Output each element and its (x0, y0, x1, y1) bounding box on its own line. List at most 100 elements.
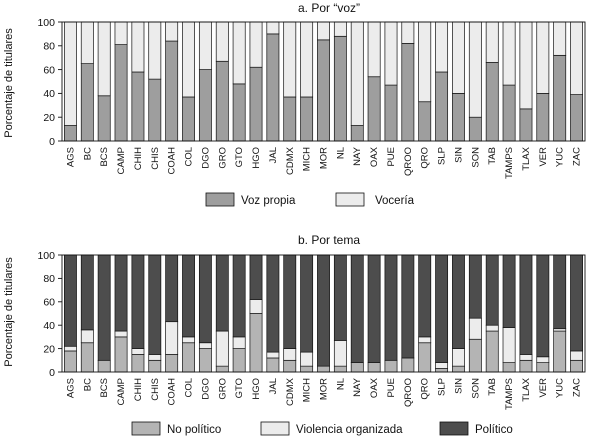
bar-a-oax-s0 (367, 76, 381, 142)
category-label: SON (470, 378, 481, 399)
category-label: QROO (403, 147, 414, 176)
category-label: NAY (352, 146, 363, 165)
bar-a-mor-s0 (317, 39, 330, 142)
bar-b-bc-s0 (80, 342, 94, 373)
bar-a-zac-s1 (570, 21, 583, 95)
bar-a-nay-s0 (350, 125, 364, 142)
bar-b-coah-s0 (165, 354, 179, 373)
bar-b-dgo-s2 (198, 254, 212, 344)
category-label: HGO (251, 378, 262, 400)
bar-b-oax-s2 (367, 254, 381, 363)
bar-a-gro-s0 (215, 60, 229, 142)
bar-b-qro-s0 (418, 342, 432, 373)
bar-a-bcs-s0 (97, 95, 111, 142)
bar-a-tlax-s1 (519, 21, 533, 110)
chart-a-title: a. Por “voz” (298, 1, 360, 15)
y-tick-label: 0 (49, 367, 55, 379)
bar-a-tlax-s0 (519, 108, 533, 142)
category-label: CHIS (150, 147, 161, 170)
category-label: YUC (555, 378, 566, 398)
bar-a-camp-s0 (114, 44, 128, 142)
category-label: COAH (167, 378, 178, 406)
bar-b-ags-s1 (64, 345, 77, 352)
bar-b-mor-s2 (317, 254, 330, 367)
bar-b-tlax-s1 (519, 354, 533, 361)
bar-b-jal-s2 (266, 254, 280, 353)
bar-a-ags-s1 (64, 21, 77, 126)
bar-a-coah-s1 (165, 21, 179, 42)
legend-label: Voz propia (241, 195, 296, 207)
bar-a-son-s1 (468, 21, 482, 118)
bar-b-chis-s1 (148, 354, 162, 361)
y-tick-label: 40 (43, 320, 55, 332)
bar-b-ver-s2 (536, 254, 550, 358)
bar-b-dgo-s1 (198, 342, 212, 349)
category-label: OAX (369, 377, 380, 398)
plot-frame (61, 21, 586, 142)
bar-b-ags-s2 (64, 254, 77, 347)
bar-b-tlax-s0 (519, 359, 533, 373)
bar-a-qroo-s0 (401, 43, 415, 142)
y-tick-label: 60 (43, 64, 55, 76)
bar-b-slp-s0 (435, 368, 449, 373)
bar-b-ags-s0 (64, 350, 77, 373)
category-label: VER (538, 147, 549, 167)
category-label: GTO (234, 378, 245, 398)
bar-b-camp-s2 (114, 254, 128, 332)
bar-b-yuc-s0 (553, 330, 567, 373)
category-label: YUC (555, 147, 566, 167)
bar-b-cdmx-s1 (283, 348, 297, 361)
category-label: TAMPS (504, 147, 515, 179)
bar-b-sin-s1 (452, 348, 465, 367)
bar-b-bcs-s0 (97, 359, 111, 373)
bar-a-qro-s1 (418, 21, 432, 103)
category-label: ZAC (572, 147, 583, 166)
bar-a-zac-s0 (570, 94, 583, 142)
bar-b-son-s0 (468, 338, 482, 373)
category-label: CDMX (285, 377, 296, 406)
category-label: SLP (437, 378, 448, 396)
bar-b-gro-s0 (215, 365, 229, 373)
bar-b-mich-s2 (300, 254, 314, 353)
bar-b-gro-s2 (215, 254, 229, 332)
bar-a-pue-s1 (384, 21, 398, 86)
bar-a-jal-s1 (266, 21, 280, 35)
bar-b-chih-s0 (131, 354, 145, 373)
bar-b-ver-s0 (536, 362, 550, 373)
y-tick-label: 100 (37, 250, 55, 262)
category-label: CAMP (116, 378, 127, 405)
category-label: BC (82, 147, 93, 160)
bar-a-slp-s1 (435, 21, 449, 73)
bar-a-pue-s0 (384, 84, 398, 142)
bar-a-camp-s1 (114, 21, 128, 45)
category-label: NL (335, 147, 346, 159)
bar-a-mich-s1 (300, 21, 314, 98)
bar-a-tab-s0 (485, 62, 499, 142)
bar-b-tamps-s2 (502, 254, 516, 328)
bar-b-sin-s2 (452, 254, 465, 349)
bar-b-tamps-s1 (502, 327, 516, 363)
bar-b-jal-s1 (266, 351, 280, 359)
bar-b-jal-s0 (266, 357, 280, 373)
bar-a-mor-s1 (317, 21, 330, 41)
bar-a-gto-s1 (232, 21, 246, 85)
bar-a-hgo-s0 (249, 66, 263, 142)
bar-b-hgo-s1 (249, 299, 263, 314)
bar-a-sin-s0 (452, 93, 465, 142)
legend-swatch (335, 192, 365, 207)
bar-b-dgo-s0 (198, 348, 212, 373)
bar-b-chis-s2 (148, 254, 162, 355)
category-label: QRO (420, 378, 431, 400)
category-label: SIN (453, 147, 464, 163)
category-label: CHIS (150, 378, 161, 401)
bar-b-pue-s2 (384, 254, 398, 361)
bar-b-tab-s1 (485, 324, 499, 332)
category-label: CHIH (133, 147, 144, 170)
category-label: GRO (217, 378, 228, 400)
category-label: COAH (167, 147, 178, 175)
category-label: COL (184, 147, 195, 167)
category-label: MOR (319, 378, 330, 400)
bar-b-yuc-s2 (553, 254, 567, 330)
bar-a-oax-s1 (367, 21, 381, 78)
